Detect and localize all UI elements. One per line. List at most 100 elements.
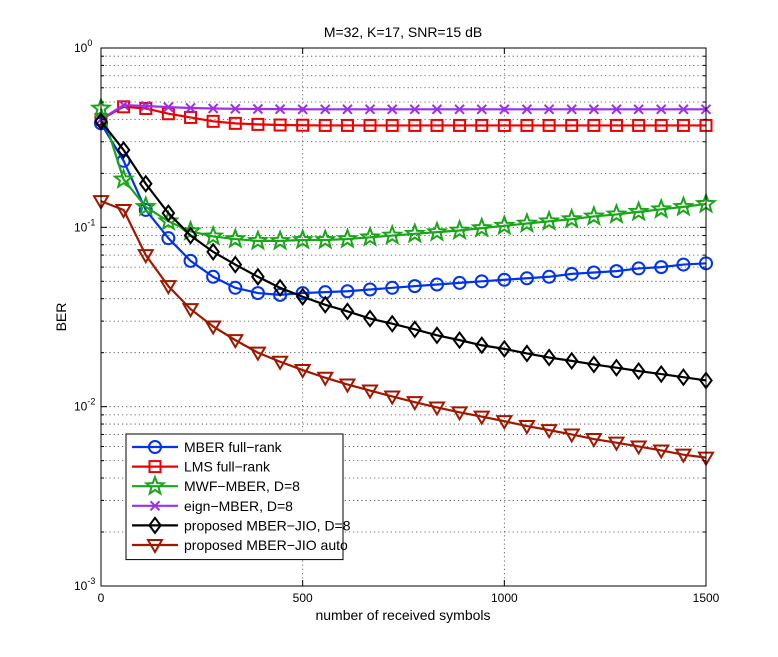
data-point (566, 104, 577, 115)
data-point (226, 334, 245, 350)
legend-marker (148, 460, 162, 474)
data-point (448, 218, 471, 241)
data-point (385, 280, 400, 295)
data-point (386, 104, 398, 115)
data-point (409, 104, 421, 115)
data-point (296, 118, 310, 132)
data-point (497, 339, 512, 359)
data-point (587, 118, 601, 132)
data-point (358, 225, 382, 247)
data-point (452, 330, 467, 350)
data-point (676, 368, 691, 387)
data-point (475, 118, 489, 132)
data-point (652, 444, 670, 460)
data-point (273, 118, 287, 132)
series-1 (94, 100, 713, 132)
data-point (430, 118, 444, 132)
data-point (342, 104, 353, 115)
grid (101, 48, 706, 586)
plot-frame (100, 47, 707, 587)
data-point (228, 116, 242, 130)
data-point (585, 433, 603, 449)
data-point (318, 118, 332, 132)
series-line (100, 104, 706, 121)
legend-marker (146, 539, 164, 554)
data-point (473, 410, 491, 426)
data-point (582, 204, 606, 227)
data-point (206, 269, 221, 284)
data-point (499, 104, 510, 115)
data-point (406, 396, 424, 412)
axis-ticks: 0 500 1000 1500 100 10-1 10-2 10-3 (74, 38, 720, 605)
data-point (474, 336, 489, 355)
data-point (114, 203, 133, 219)
data-point (428, 401, 446, 417)
data-point (161, 231, 176, 246)
data-point (340, 302, 355, 321)
data-point (656, 104, 667, 115)
legend-marker (143, 474, 167, 496)
data-point (184, 110, 198, 124)
data-point (632, 118, 646, 132)
data-point (249, 346, 267, 362)
data-point (520, 344, 534, 363)
data-point (631, 261, 646, 276)
legend-item: LMS full−rank (132, 459, 271, 475)
data-point (274, 103, 286, 115)
y-tick-label: 10-2 (74, 397, 95, 414)
data-point (363, 118, 377, 132)
data-point (403, 221, 427, 244)
data-point (138, 174, 153, 193)
data-point (112, 167, 135, 189)
legend-item: MBER full−rank (132, 439, 283, 455)
data-point (609, 358, 624, 377)
data-point (470, 216, 494, 238)
x-tick-label: 1000 (491, 591, 518, 605)
data-point (206, 242, 221, 262)
data-point (429, 277, 444, 292)
series-0 (94, 116, 713, 302)
data-point (320, 104, 331, 115)
data-point (674, 448, 693, 464)
data-point (313, 228, 337, 250)
data-point (453, 118, 467, 132)
data-point (493, 213, 516, 236)
data-point (291, 228, 314, 250)
series-line (100, 122, 707, 297)
data-point (163, 101, 174, 113)
data-point (340, 118, 354, 132)
legend: MBER full−rank LMS full−rank MWF−MBER, D=8… (125, 433, 351, 561)
x-tick-label: 0 (98, 591, 105, 605)
data-point (431, 104, 443, 115)
data-point (672, 195, 695, 217)
data-point (361, 384, 379, 400)
data-point (383, 390, 401, 406)
legend-label: MWF−MBER, D=8 (184, 478, 300, 494)
data-point (520, 118, 534, 132)
data-point (586, 265, 601, 280)
x-tick-label: 500 (293, 591, 313, 605)
data-point (521, 104, 533, 115)
data-point (118, 99, 129, 111)
data-point (295, 286, 310, 301)
legend-box (125, 433, 344, 561)
legend-label: proposed MBER−JIO, D=8 (184, 517, 351, 533)
data-point (654, 260, 669, 275)
series-line (100, 120, 707, 382)
data-point (425, 220, 449, 242)
legend-item: MWF−MBER, D=8 (132, 474, 300, 496)
data-point (631, 361, 646, 381)
data-point (537, 209, 561, 231)
series-2 (89, 96, 718, 251)
legend-item: proposed MBER−JIO auto (132, 537, 348, 554)
data-point (293, 364, 312, 380)
y-tick-label: 100 (74, 38, 92, 55)
data-point (206, 114, 220, 128)
data-point (385, 118, 399, 132)
data-point (224, 227, 247, 249)
data-point (497, 118, 511, 132)
data-point (183, 253, 198, 268)
data-point (161, 203, 176, 223)
chart-title: M=32, K=17, SNR=15 dB (324, 24, 482, 40)
series-line (100, 200, 707, 459)
